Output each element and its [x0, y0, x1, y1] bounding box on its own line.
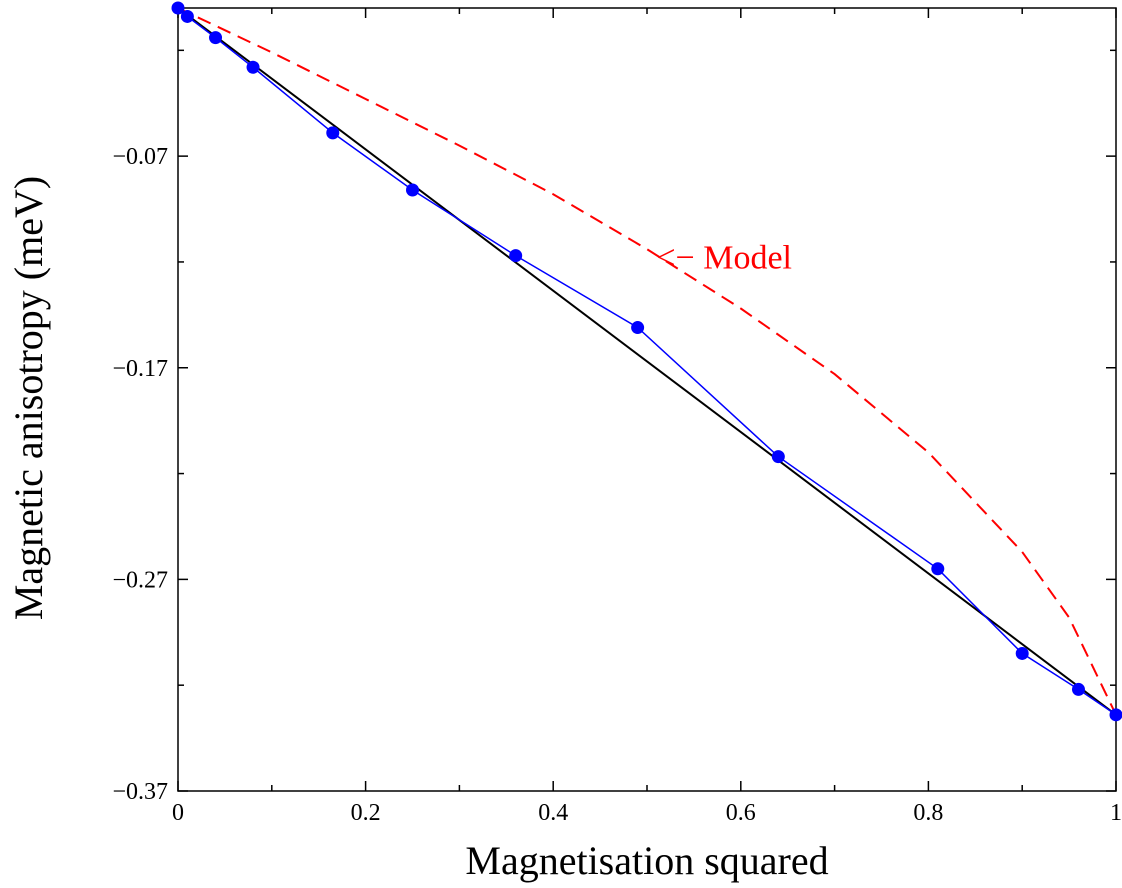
x-tick-labels: 0 0.2 0.4 0.6 0.8 1 — [172, 800, 1122, 826]
linear-fit-line — [177, 7, 1117, 716]
data-point — [209, 31, 223, 45]
series-layer — [171, 1, 1122, 722]
data-point — [631, 321, 645, 335]
data-point — [406, 183, 419, 197]
y-axis-title: Magnetic anisotropy (meV) — [6, 176, 51, 620]
data-point — [1071, 682, 1085, 696]
axis-ticks — [177, 8, 1117, 792]
x-tick-label: 0 — [172, 800, 184, 826]
data-point — [171, 1, 185, 15]
x-tick-label: 0.8 — [913, 800, 943, 826]
y-tick-label: −0.07 — [112, 144, 168, 170]
y-tick-labels: −0.07 −0.17 −0.27 −0.37 — [112, 144, 168, 805]
model-curve — [177, 7, 1117, 716]
data-point — [931, 562, 945, 576]
data-point — [246, 60, 260, 74]
data-point — [771, 450, 785, 464]
plot-frame — [177, 7, 1117, 792]
model-annotation: <− Model — [656, 240, 792, 277]
x-tick-label: 1 — [1110, 800, 1122, 826]
y-tick-label: −0.27 — [112, 567, 168, 593]
y-tick-label: −0.37 — [112, 779, 168, 805]
x-tick-label: 0.2 — [351, 800, 381, 826]
data-point — [1109, 708, 1122, 722]
x-tick-label: 0.4 — [538, 800, 568, 826]
x-axis-title: Magnetisation squared — [465, 838, 828, 883]
data-point — [1015, 646, 1029, 660]
x-tick-label: 0.6 — [726, 800, 756, 826]
data-point — [180, 9, 194, 23]
data-point — [326, 126, 340, 140]
y-tick-label: −0.17 — [112, 356, 168, 382]
data-point — [509, 249, 523, 263]
